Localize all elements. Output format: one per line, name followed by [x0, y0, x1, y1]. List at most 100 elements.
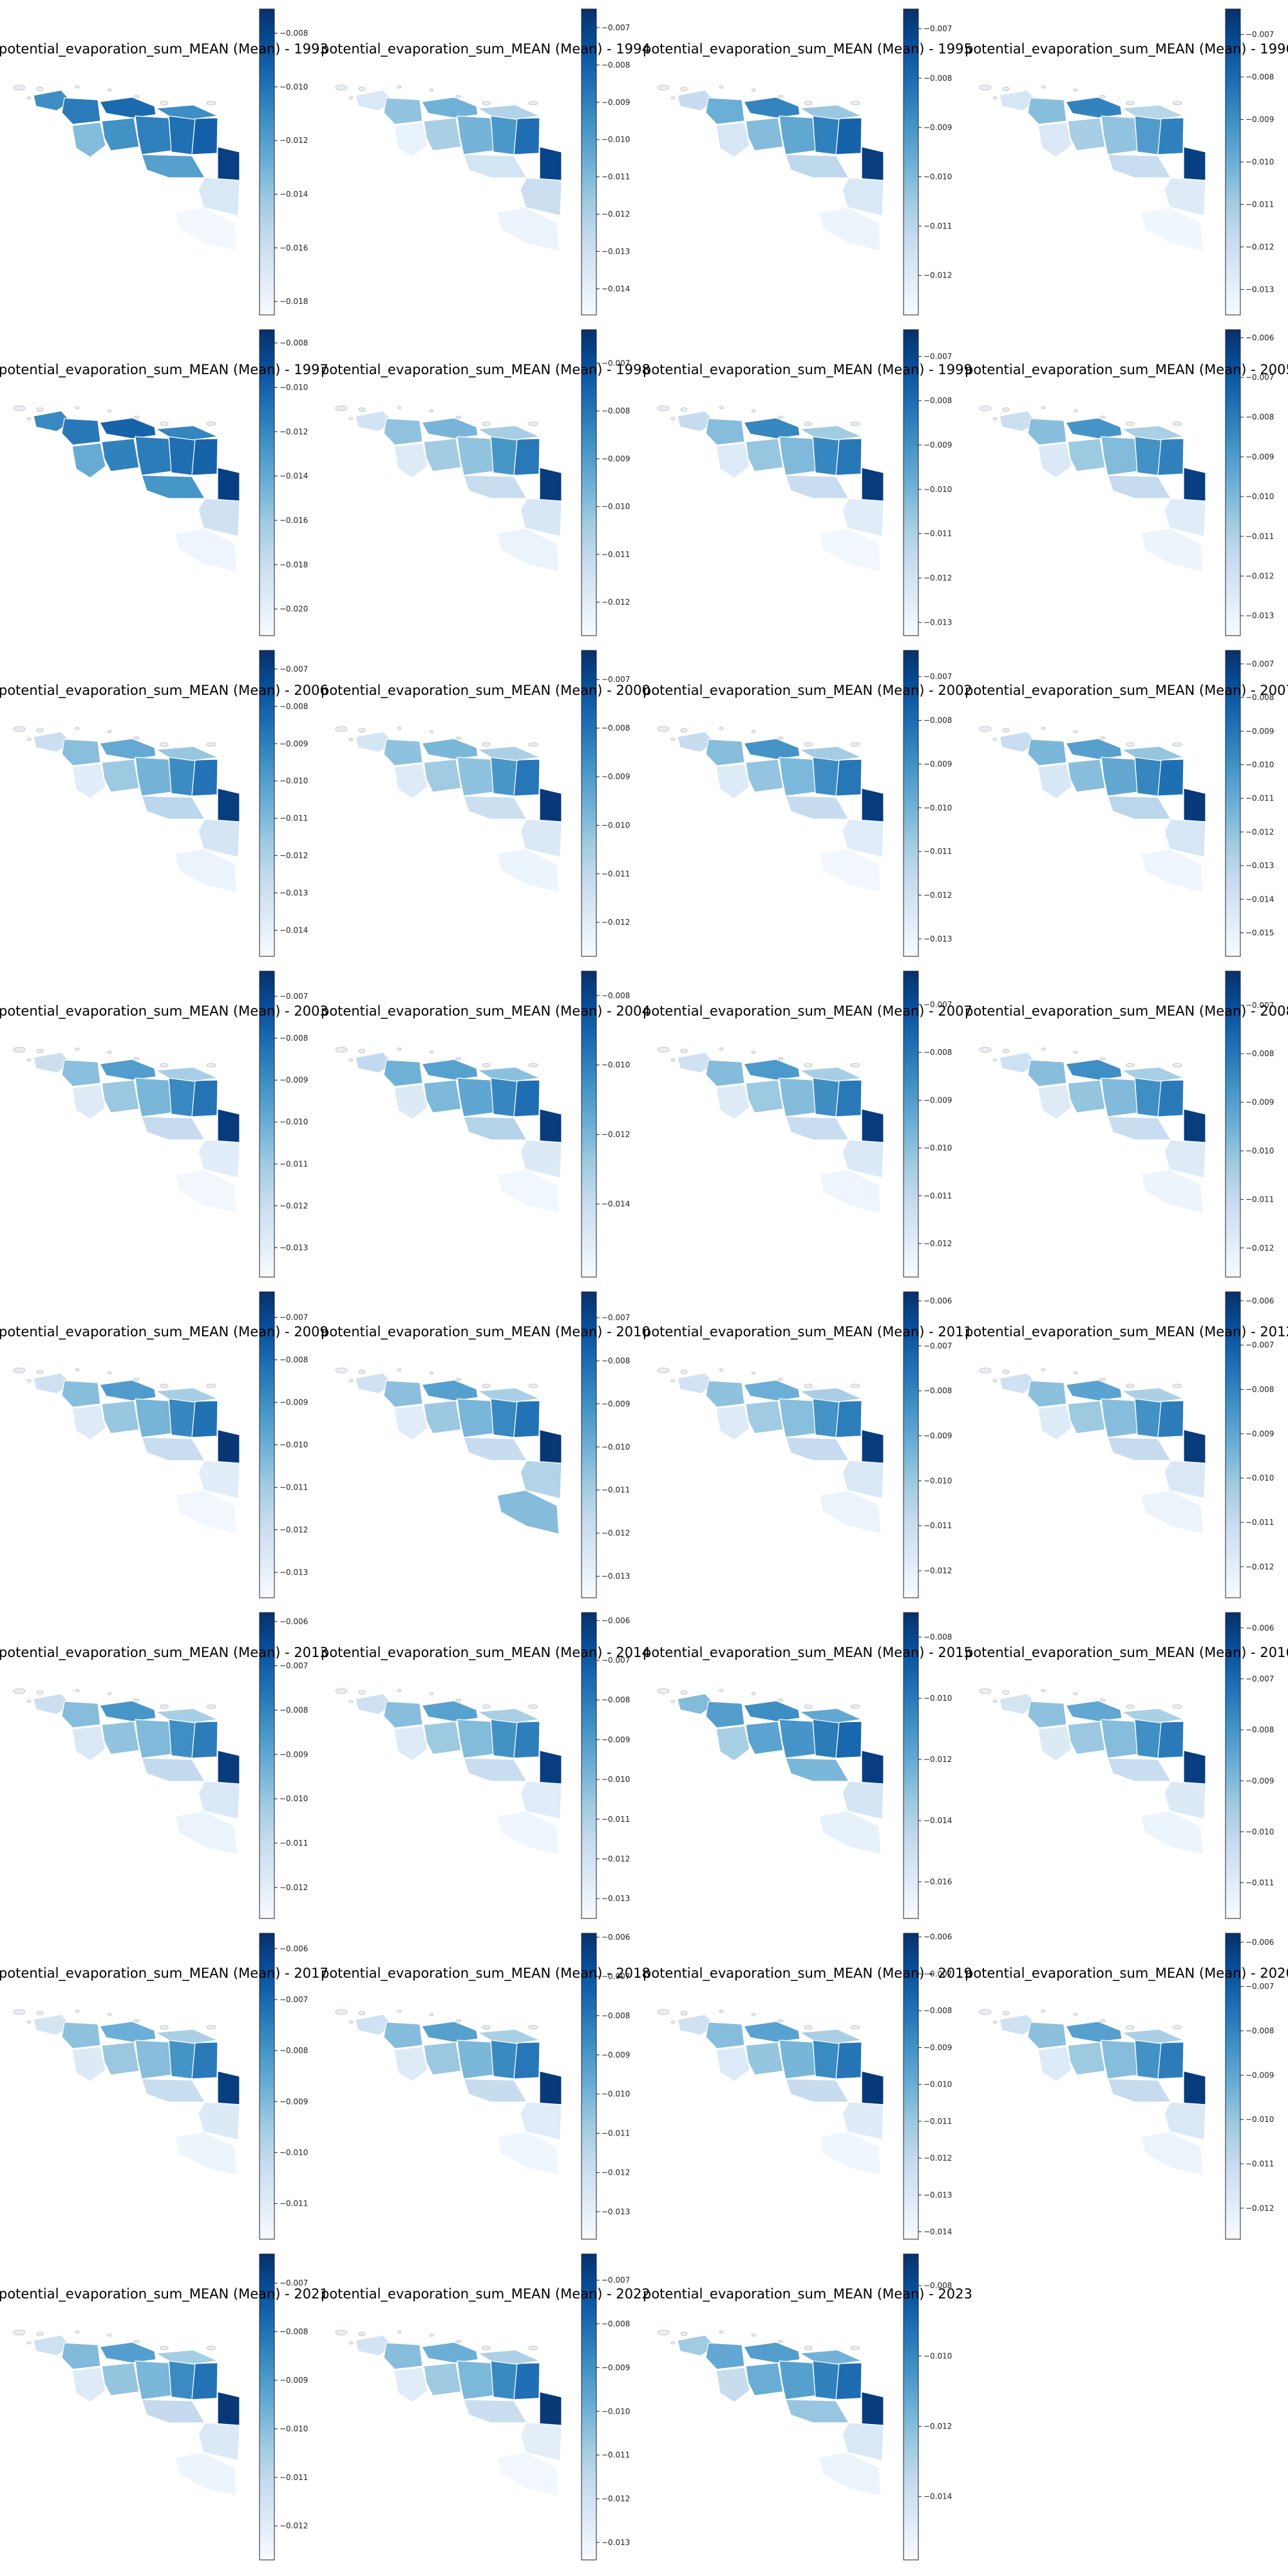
choropleth-map — [979, 1688, 1206, 1855]
islet-shape — [133, 1378, 140, 1381]
colorbar-tick-label: −0.009 — [601, 1735, 630, 1744]
colorbar-tick-label: −0.012 — [601, 1529, 630, 1538]
region-south-east — [842, 177, 884, 216]
islet-shape — [26, 2341, 32, 2345]
region-south-east — [842, 498, 884, 537]
region-central-west — [101, 1079, 140, 1113]
colorbar-tick-label: −0.010 — [279, 82, 308, 91]
islet-shape — [160, 100, 169, 106]
islet-shape — [1126, 1063, 1135, 1068]
colorbar-tick-label: −0.012 — [1245, 242, 1274, 251]
region-neck — [1037, 122, 1072, 158]
islet-shape — [133, 2019, 140, 2023]
region-far-south — [175, 1810, 238, 1855]
region-far-south — [1141, 527, 1204, 573]
islet-shape — [719, 1689, 724, 1692]
region-far-south — [819, 848, 882, 893]
region-neck — [715, 1725, 750, 1761]
islet-shape — [1041, 85, 1046, 89]
chart-title: potential_evaporation_sum_MEAN (Mean) - … — [0, 2286, 328, 2302]
islet-shape — [1041, 406, 1046, 410]
region-north-island — [1065, 1059, 1122, 1081]
chart-title: potential_evaporation_sum_MEAN (Mean) - … — [321, 1965, 650, 1981]
map-panel: −0.008 −0.010 −0.012 −0.014 −0.016 −0.018 −0.0… — [0, 321, 328, 641]
chart-title: potential_evaporation_sum_MEAN (Mean) - … — [643, 2286, 972, 2302]
region-central — [1101, 436, 1138, 476]
region-central — [457, 1077, 494, 1117]
region-north-island — [421, 1379, 478, 1401]
region-bird-head-east — [383, 2342, 423, 2370]
islet-shape — [397, 406, 402, 410]
islet-shape — [528, 1704, 538, 1709]
islet-shape — [1099, 415, 1106, 419]
region-central — [1101, 757, 1138, 797]
region-central — [457, 2040, 494, 2079]
islet-shape — [1099, 1698, 1106, 1702]
islet-shape — [36, 407, 44, 412]
chart-title: potential_evaporation_sum_MEAN (Mean) - … — [643, 1645, 972, 1660]
region-highlands-east — [513, 117, 540, 155]
map-panel: −0.006 −0.007 −0.008 −0.009 −0.010 −0.011 −0.0… — [0, 1604, 328, 1924]
colorbar-tick-label: −0.011 — [279, 814, 308, 823]
islet-shape — [75, 726, 80, 730]
region-south-coast — [785, 1757, 850, 1782]
region-highlands-east — [191, 2041, 218, 2079]
islet-shape — [804, 1704, 813, 1709]
islet-shape — [455, 1057, 462, 1061]
region-neck — [393, 2367, 428, 2403]
islet-shape — [804, 2345, 813, 2351]
islet-shape — [777, 1698, 784, 1702]
colorbar-tick-label: −0.010 — [1245, 1146, 1274, 1155]
colorbar-tick-label: −0.007 — [601, 359, 630, 368]
colorbar-gradient — [1225, 1933, 1241, 2240]
map-panel: −0.007 −0.008 −0.009 −0.010 −0.011 −0.012 pote… — [0, 2245, 328, 2566]
region-north-island — [99, 97, 156, 118]
colorbar-tick-label: −0.008 — [279, 29, 308, 38]
region-south-east — [1164, 1460, 1206, 1499]
islet-shape — [1041, 726, 1046, 730]
map-panel: −0.007 −0.008 −0.009 −0.010 −0.011 −0.012 pote… — [965, 962, 1288, 1283]
region-far-south — [1141, 2131, 1204, 2176]
colorbar-tick-label: −0.013 — [279, 889, 308, 898]
colorbar-tick-label: −0.011 — [1245, 1518, 1274, 1527]
islet-shape — [680, 1369, 688, 1374]
islet-shape — [133, 415, 140, 419]
colorbar-tick-label: −0.008 — [601, 2011, 630, 2020]
islet-shape — [979, 1046, 992, 1053]
region-north-coast — [799, 1387, 864, 1403]
islet-shape — [429, 730, 434, 734]
region-south-coast — [1107, 475, 1172, 499]
region-central-west — [101, 2041, 140, 2076]
colorbar-tick-label: −0.007 — [1245, 30, 1274, 39]
region-south-coast — [463, 154, 528, 178]
islet-shape — [358, 1690, 366, 1695]
map-panel: −0.008 −0.010 −0.012 −0.014 potential_evapor… — [643, 2245, 972, 2566]
islet-shape — [719, 2009, 724, 2013]
colorbar-tick-label: −0.007 — [279, 1662, 308, 1671]
islet-shape — [36, 1369, 44, 1374]
colorbar-tick-label: −0.011 — [601, 2450, 630, 2459]
islet-shape — [1172, 1063, 1182, 1068]
region-north-coast — [477, 746, 542, 761]
colorbar-gradient — [259, 1612, 275, 1919]
region-north-island — [743, 2342, 800, 2363]
choropleth-map — [657, 1367, 884, 1535]
colorbar-tick-label: −0.011 — [601, 550, 630, 559]
colorbar: −0.008 −0.010 −0.012 −0.014 — [903, 2253, 952, 2561]
colorbar: −0.006 −0.007 −0.008 −0.009 −0.010 −0.011 −0.0… — [903, 1933, 952, 2240]
region-south-coast — [463, 795, 528, 820]
map-panel: −0.008 −0.010 −0.012 −0.014 −0.016 potential_… — [643, 1604, 972, 1924]
islet-shape — [804, 2025, 813, 2030]
islet-shape — [455, 736, 462, 740]
choropleth-map — [13, 84, 240, 252]
colorbar: −0.007 −0.008 −0.009 −0.010 −0.011 −0.012 −0.0… — [1225, 650, 1274, 957]
map-panel: −0.006 −0.007 −0.008 −0.009 −0.010 −0.011 −0.0… — [965, 321, 1288, 641]
chart-title: potential_evaporation_sum_MEAN (Mean) - … — [321, 362, 650, 377]
colorbar-tick-label: −0.009 — [279, 739, 308, 748]
region-south-coast — [463, 1116, 528, 1141]
region-central-west — [745, 117, 784, 151]
colorbar-gradient — [581, 650, 597, 957]
islet-shape — [719, 85, 724, 89]
colorbar-tick-label: −0.011 — [279, 1482, 308, 1492]
islet-shape — [26, 417, 32, 421]
